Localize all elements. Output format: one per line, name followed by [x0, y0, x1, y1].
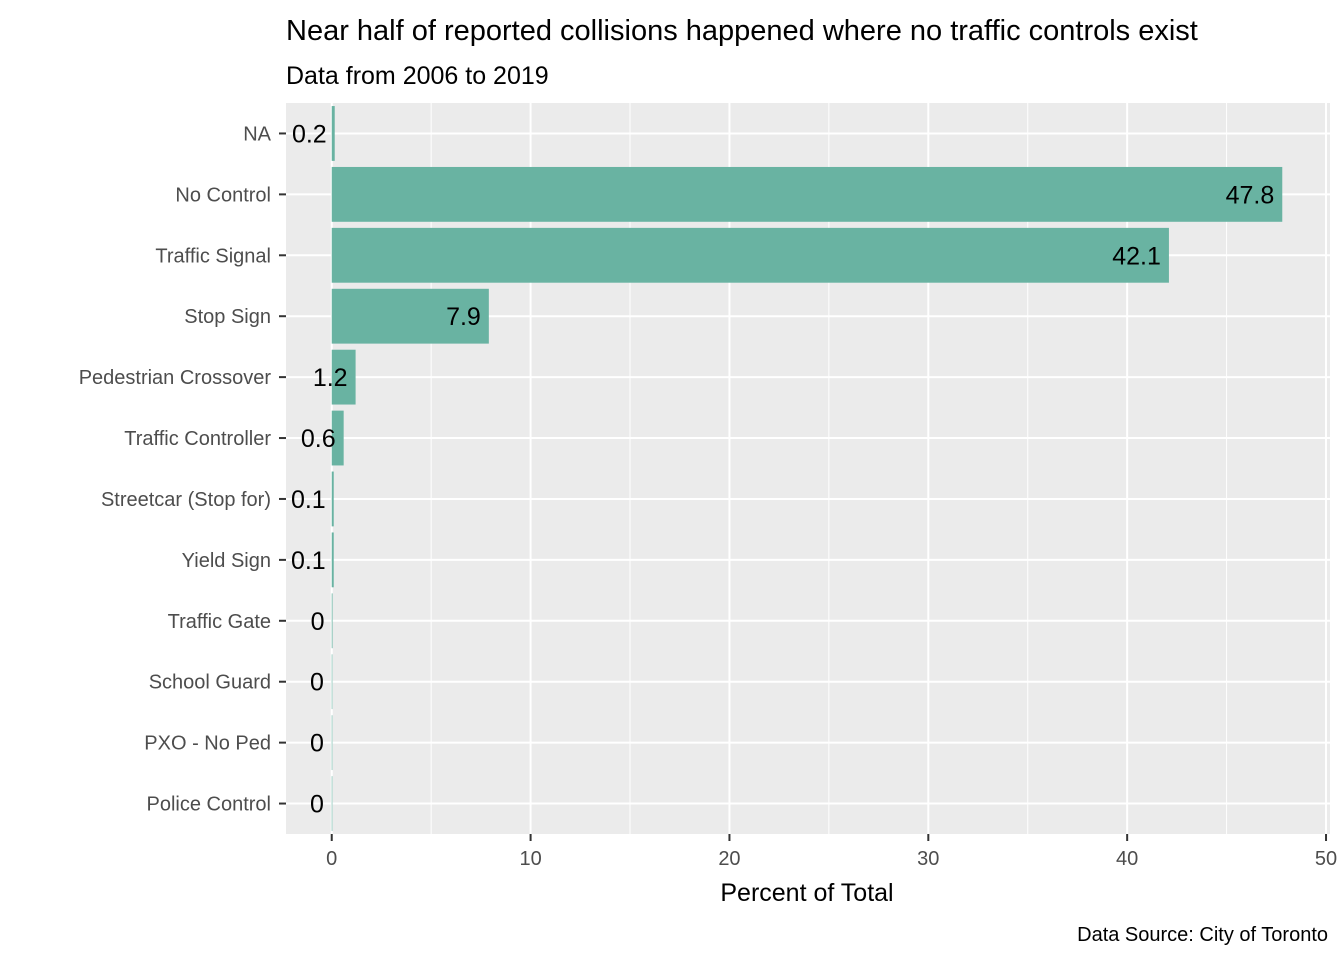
y-tick-label: Traffic Controller: [124, 428, 271, 450]
bar-value-label: 42.1: [1112, 242, 1161, 270]
x-tick-label: 10: [519, 848, 541, 870]
y-tick-label: No Control: [175, 184, 271, 206]
y-tick-label: Yield Sign: [182, 550, 271, 572]
bar: [331, 471, 334, 527]
bar: [331, 227, 1169, 283]
bars: [331, 106, 1283, 831]
y-tick-label: Traffic Gate: [168, 611, 271, 633]
bar: [331, 106, 335, 161]
bar-value-label: 0: [311, 608, 325, 636]
bar: [331, 715, 333, 771]
x-tick-label: 40: [1116, 848, 1138, 870]
bar: [331, 166, 1283, 222]
x-tick-label: 20: [718, 848, 740, 870]
bar-value-label: 0.2: [292, 120, 327, 148]
plot-panel: [286, 103, 1330, 834]
chart-caption: Data Source: City of Toronto: [1077, 924, 1328, 946]
chart-subtitle: Data from 2006 to 2019: [286, 62, 549, 90]
y-tick-label: Traffic Signal: [155, 245, 271, 267]
bar-value-label: 1.2: [313, 364, 348, 392]
bar-value-label: 0.1: [291, 486, 326, 514]
y-tick-label: Pedestrian Crossover: [79, 367, 272, 389]
x-axis: 0 10 20 30 40 50: [326, 834, 1337, 870]
y-tick-label: PXO - No Ped: [144, 733, 271, 755]
y-tick-label: NA: [243, 123, 271, 145]
x-tick-label: 30: [917, 848, 939, 870]
y-tick-label: Police Control: [146, 794, 271, 816]
x-tick-label: 0: [326, 848, 337, 870]
data-labels: 0.2 47.8 42.1 7.9 1.2 0.6 0.1 0.1 0 0 0 0: [291, 120, 1274, 818]
y-tick-label: Stop Sign: [184, 306, 271, 328]
x-axis-title: Percent of Total: [720, 879, 893, 907]
bar-value-label: 0: [310, 669, 324, 697]
bar-value-label: 47.8: [1226, 181, 1275, 209]
bar-value-label: 0.1: [291, 547, 326, 575]
bar-value-label: 0: [310, 791, 324, 819]
bar: [331, 349, 356, 405]
bar: [331, 654, 333, 710]
grid-major: [286, 103, 1330, 834]
chart-title: Near half of reported collisions happene…: [286, 15, 1198, 47]
y-tick-label: Streetcar (Stop for): [101, 489, 271, 511]
bar: [331, 410, 344, 466]
x-tick-label: 50: [1315, 848, 1337, 870]
bar: [331, 288, 489, 344]
bar-value-label: 7.9: [446, 303, 481, 331]
bar: [331, 593, 333, 649]
bar: [331, 776, 333, 831]
bar-value-label: 0.6: [301, 425, 336, 453]
grid-minor: [430, 103, 1228, 834]
bar-value-label: 0: [310, 730, 324, 758]
bar: [331, 532, 334, 588]
y-tick-label: School Guard: [149, 672, 271, 694]
y-axis: NA No Control Traffic Signal Stop Sign Pedes…: [79, 123, 286, 816]
